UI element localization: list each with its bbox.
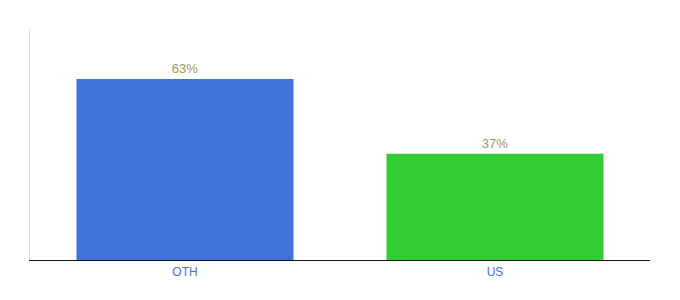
svg-text:OTH: OTH [172, 265, 197, 279]
svg-text:63%: 63% [172, 61, 198, 76]
svg-text:US: US [487, 265, 504, 279]
svg-text:37%: 37% [482, 136, 508, 151]
